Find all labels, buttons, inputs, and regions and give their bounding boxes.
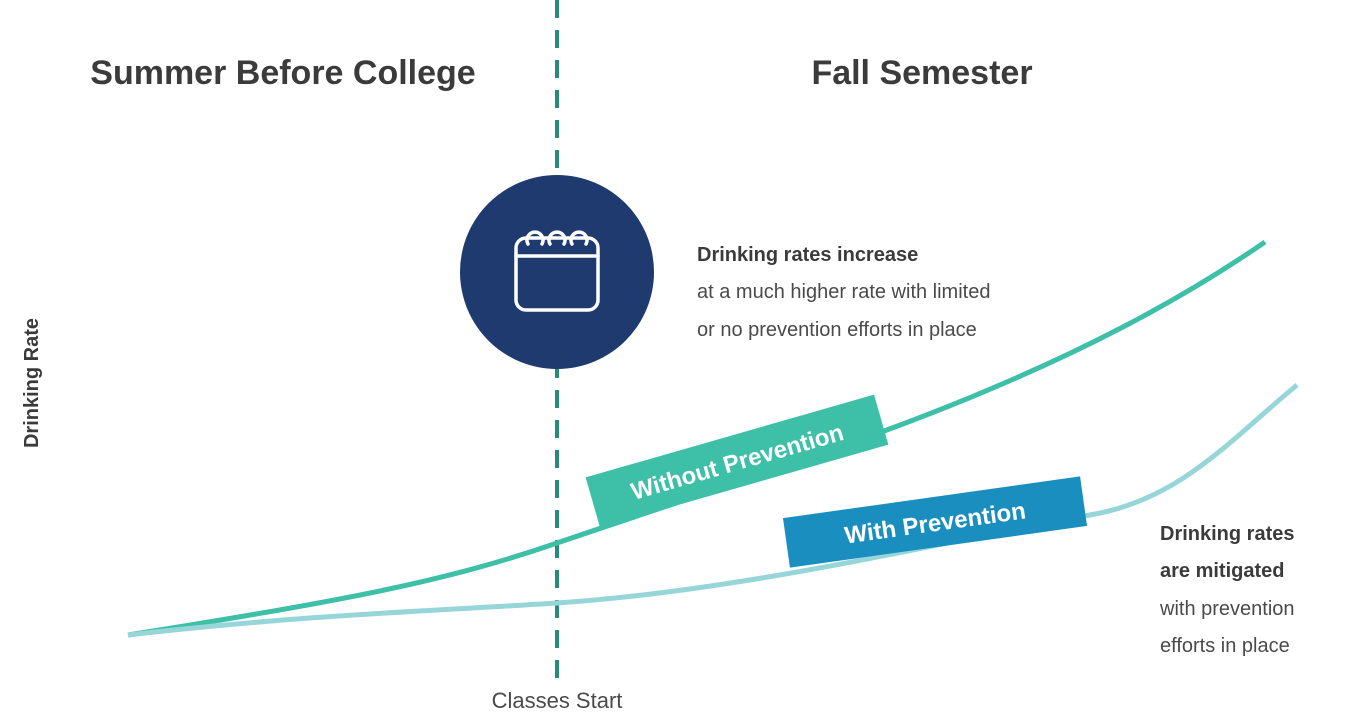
section-title: Summer Before College — [90, 54, 475, 92]
with-prevention-curve — [127, 383, 1299, 638]
calendar-badge — [460, 175, 654, 369]
section-title: Fall Semester — [811, 54, 1032, 92]
calendar-icon — [514, 230, 600, 312]
annotation-heading: are mitigated — [1160, 560, 1284, 582]
x-marker-label: Classes Start — [492, 688, 623, 713]
without-prevention-label: Without Prevention — [585, 394, 889, 528]
annotation-heading: Drinking rates increase — [697, 244, 918, 266]
with-prevention-label: With Prevention — [782, 476, 1088, 568]
y-axis-label: Drinking Rate — [21, 318, 43, 448]
annotation-body: efforts in place — [1160, 635, 1290, 657]
annotation-heading: Drinking rates — [1160, 523, 1294, 545]
annotation-body: at a much higher rate with limited — [697, 281, 990, 303]
without-prevention-curve — [127, 239, 1267, 638]
annotation-body: or no prevention efforts in place — [697, 319, 977, 341]
annotation-body: with prevention — [1159, 598, 1295, 620]
